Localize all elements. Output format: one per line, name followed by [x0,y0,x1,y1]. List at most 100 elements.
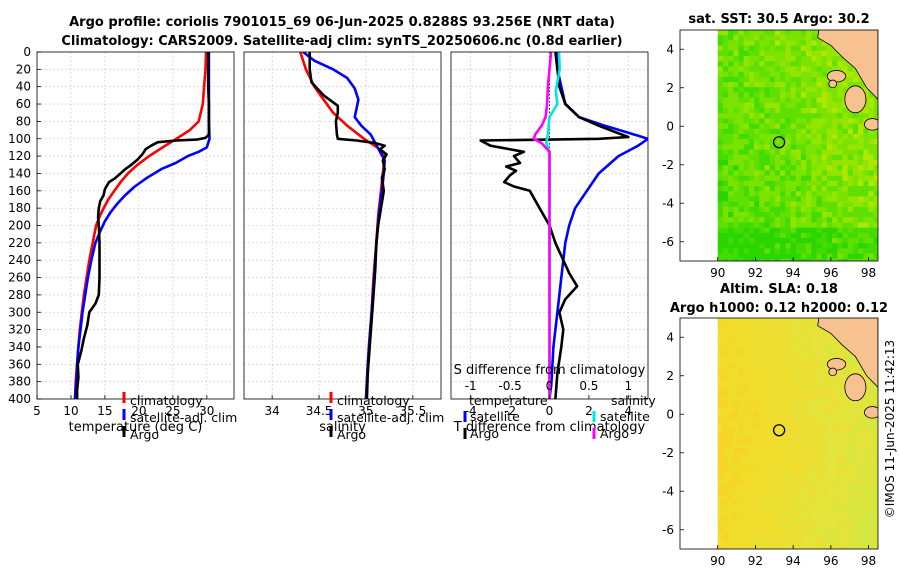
map-cell [728,354,734,360]
map-cell [811,468,817,475]
map-cell [858,222,864,228]
map-cell [821,437,828,444]
map-cell [717,515,724,522]
map-cell [863,128,869,135]
map-cell [826,191,833,197]
map-cell [733,170,739,176]
map-cell [826,45,833,52]
map-cell [738,191,744,197]
x-tick-label: 0 [546,404,554,418]
map-cell [759,45,765,52]
map-cell [738,238,744,244]
map-cell [800,76,807,83]
map-cell [717,484,724,490]
map-cell [821,238,828,244]
map-cell [847,432,854,438]
map-cell [800,66,807,72]
map-cell [774,375,781,381]
map-cell [738,180,744,187]
map-cell [774,489,781,496]
map-cell [795,118,802,124]
map-cell [733,531,739,537]
map-cell [748,61,755,67]
map-cell [863,494,869,501]
map-cell [837,494,843,501]
map-cell [717,139,724,145]
map-cell [863,453,869,459]
map-cell [733,212,739,218]
map-cell [842,390,848,397]
map-cell [743,390,750,397]
map-cell [800,510,807,516]
map-cell [754,201,760,208]
map-cell [717,102,724,109]
map-cell [785,323,791,329]
map-cell [852,144,859,150]
map-cell [790,186,796,192]
map-cell [821,102,828,109]
map-cell [832,186,838,192]
map-cell [769,160,776,166]
map-cell [785,328,791,334]
map-cell [754,232,760,239]
map-cell [806,206,812,213]
map-cell [816,87,822,93]
map-cell [821,248,828,254]
map-cell [795,108,802,114]
map-cell [790,238,796,244]
map-cell [832,134,838,140]
map-cell [795,139,802,145]
map-cell [826,186,833,192]
map-cell [733,364,739,371]
map-cell [847,180,854,187]
map-cell [764,448,770,454]
map-cell [806,222,812,228]
map-cell [717,232,724,239]
map-cell [863,448,869,454]
map-cell [868,453,874,459]
map-cell [743,349,750,355]
map-cell [863,474,869,480]
map-cell [806,191,812,197]
map-cell [780,149,786,156]
map-cell [858,201,864,208]
map-cell [785,128,791,135]
map-cell [832,253,838,260]
map-cell [800,222,807,228]
map-cell [728,154,734,161]
map-cell [847,406,854,412]
map-cell [717,390,724,397]
map-cell [795,448,802,454]
map-cell [852,427,859,433]
map-cell [717,206,724,213]
map-cell [722,411,729,418]
map-cell [816,160,822,166]
map-cell [790,170,796,176]
map-cell [728,380,734,386]
map-cell [774,468,781,475]
map-cell [816,416,822,423]
map-cell [759,144,765,150]
map-cell [717,370,724,376]
map-cell [759,118,765,124]
map-cell [759,416,765,423]
map-cell [728,102,734,109]
map-cell [800,515,807,522]
map-cell [795,411,802,418]
map-cell [858,442,864,449]
map-cell [785,217,791,223]
map-cell [826,92,833,98]
map-cell [837,108,843,114]
map-cell [868,160,874,166]
map-cell [795,45,802,52]
map-cell [780,191,786,197]
map-cell [769,427,776,433]
map-cell [842,546,848,549]
map-cell [816,453,822,459]
map-cell [754,494,760,501]
map-cell [733,385,739,392]
map-cell [780,139,786,145]
map-cell [790,390,796,397]
map-cell [821,349,828,355]
map-cell [759,541,765,548]
